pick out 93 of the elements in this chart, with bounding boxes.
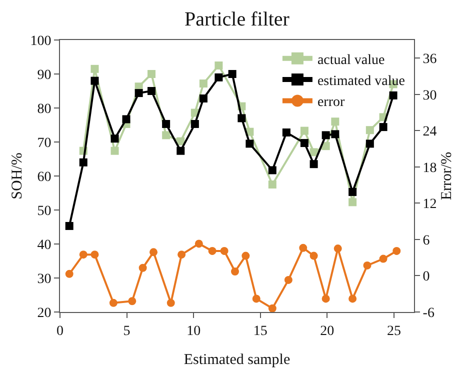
point [134,89,143,98]
point [348,294,357,303]
point [379,254,388,263]
x-tick-label: 15 [253,324,268,339]
y2-tick-label: 12 [422,197,437,212]
point [392,246,401,255]
point [268,304,276,312]
point [194,240,203,248]
point [208,246,216,255]
point [348,188,357,196]
y2-tick-label: 18 [422,160,437,176]
point [228,70,236,78]
point [220,246,228,255]
point [79,250,88,259]
point [310,160,318,168]
x-tick-label: 20 [320,324,334,339]
y2-tick-label: -6 [422,306,434,321]
point [268,180,276,188]
point [90,250,99,259]
y2-tick-label: 36 [422,52,437,68]
point [162,120,170,128]
legend-label: actual value [317,52,385,68]
y-tick-label: 90 [37,68,52,83]
point [214,62,223,70]
point [300,126,308,135]
y2-axis-title: Error/% [438,152,455,200]
point [300,139,308,148]
point [299,244,308,252]
point [389,91,398,100]
point [90,64,99,73]
x-axis-title: Estimated sample [184,352,290,368]
point [242,252,250,260]
point [162,131,170,140]
y-tick-label: 30 [37,272,52,287]
point [150,248,158,256]
y-axis-title: SOH/% [9,152,26,200]
point [109,298,118,307]
point [148,70,156,78]
y-tick-label: 20 [37,306,52,321]
point [122,115,130,124]
point [348,198,357,206]
point [90,76,99,85]
x-tick-label: 25 [386,324,401,339]
point [238,114,246,122]
point [65,222,74,230]
y2-tick-label: 6 [422,233,430,248]
point [366,140,374,148]
point [148,87,156,95]
point [199,80,208,88]
point [331,130,340,138]
point [334,244,342,253]
point [322,131,330,140]
legend-label: estimated value [317,74,405,89]
point [331,118,340,126]
point [322,294,330,303]
y-tick-label: 100 [30,34,52,49]
point [268,166,276,174]
x-tick-label: 10 [186,324,201,339]
point [310,252,318,260]
y2-tick-label: 24 [422,124,437,140]
y-tick-label: 70 [37,136,52,151]
point [79,158,88,166]
point [322,142,330,150]
y-tick-label: 40 [37,238,52,253]
point [363,261,372,270]
y-tick-label: 50 [37,204,52,219]
point [110,146,119,155]
point [65,270,74,278]
point [252,294,260,303]
point [199,94,208,102]
point [284,276,292,284]
point [231,268,239,276]
point [246,140,254,148]
point [366,126,374,134]
x-tick-label: 5 [123,324,130,339]
point [190,120,199,128]
point [128,297,136,306]
y2-tick-label: 30 [422,88,437,104]
y-tick-label: 60 [37,170,52,185]
point [178,250,186,259]
point [282,128,290,136]
point [310,148,318,156]
point [176,146,185,155]
chart-title: Particle filter [184,8,290,30]
x-tick-label: 0 [56,324,64,339]
y-tick-label: 80 [37,102,52,117]
point [138,264,147,272]
point [166,298,175,307]
point [214,73,223,82]
y2-tick-label: 0 [422,270,430,285]
point [110,134,119,143]
legend-label: error [317,95,345,110]
point [379,123,388,132]
